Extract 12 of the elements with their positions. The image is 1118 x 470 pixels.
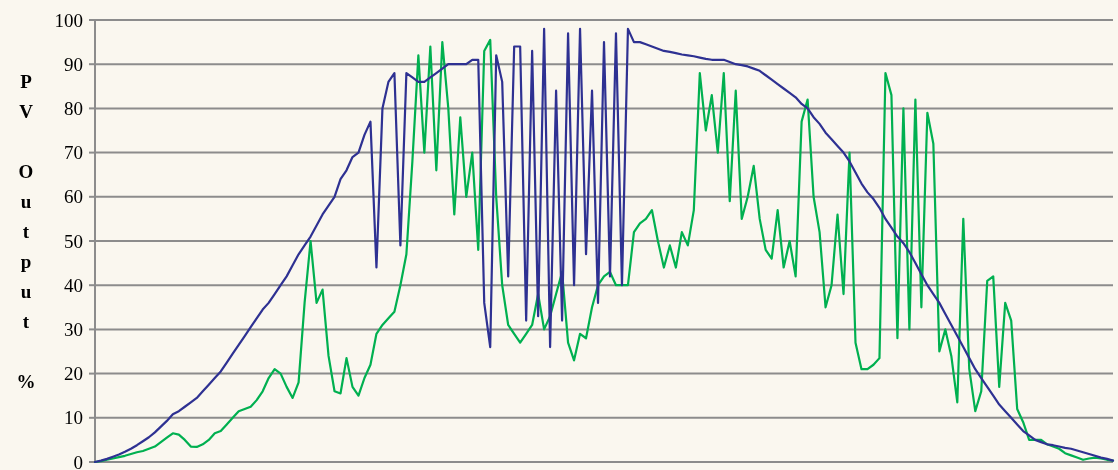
y-tick-label: 0 <box>73 451 83 470</box>
y-tick-label: 40 <box>64 274 83 296</box>
y-tick-label: 100 <box>54 9 83 31</box>
y-tick-label: 20 <box>64 363 83 385</box>
y-tick-label: 80 <box>64 97 83 119</box>
y-tick-label: 70 <box>64 142 83 164</box>
y-tick-label: 60 <box>64 186 83 208</box>
y-tick-label: 90 <box>64 53 83 75</box>
text: PV Output % <box>16 71 36 392</box>
y-tick-label: 50 <box>64 230 83 252</box>
y-tick-label: 10 <box>64 407 83 429</box>
y-tick-label: 30 <box>64 318 83 340</box>
